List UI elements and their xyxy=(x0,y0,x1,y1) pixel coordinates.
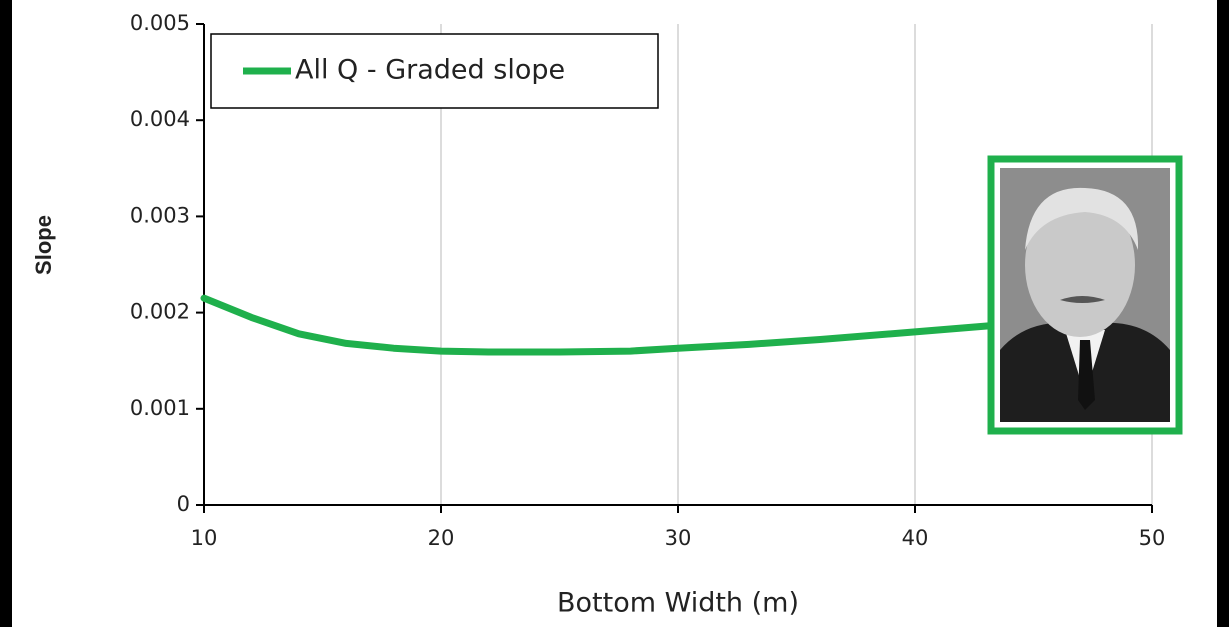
photo-face xyxy=(1025,193,1135,337)
y-tick-label: 0.001 xyxy=(130,396,190,420)
photo-tie xyxy=(1078,340,1095,410)
y-axis-label: Slope xyxy=(31,215,56,275)
x-axis-label: Bottom Width (m) xyxy=(557,588,799,619)
x-tick-label: 10 xyxy=(191,526,218,550)
y-tick-label: 0.002 xyxy=(130,300,190,324)
portrait-inset xyxy=(987,155,1183,435)
photo-hair xyxy=(1025,187,1139,250)
x-tick-label: 20 xyxy=(428,526,455,550)
x-tick-label: 50 xyxy=(1139,526,1166,550)
line-series xyxy=(200,294,1014,356)
y-tick-label: 0.004 xyxy=(130,107,190,131)
y-tick-label: 0 xyxy=(177,492,190,516)
x-tick-label: 30 xyxy=(665,526,692,550)
y-tick-label: 0.003 xyxy=(130,203,190,227)
y-tick-label: 0.005 xyxy=(130,11,190,35)
legend-label: All Q - Graded slope xyxy=(295,55,565,86)
photo-mustache xyxy=(1060,296,1105,303)
x-tick-label: 40 xyxy=(902,526,929,550)
